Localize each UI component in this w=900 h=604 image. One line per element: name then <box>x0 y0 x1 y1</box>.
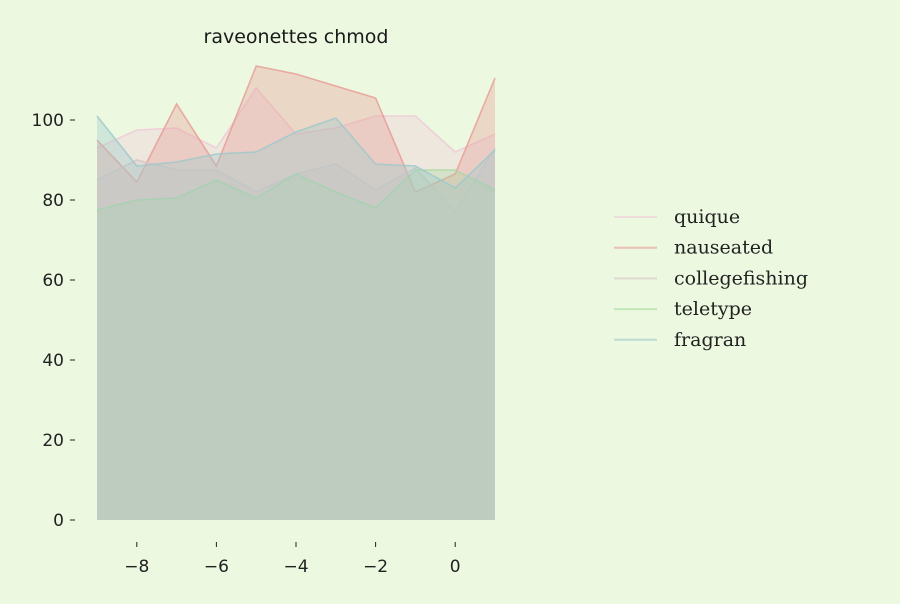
legend-label: collegefishing <box>674 267 808 289</box>
y-tick-label: 80 <box>42 191 64 211</box>
y-tick-label: 20 <box>42 431 64 451</box>
legend: quique nauseated collegefishing teletype fra… <box>614 206 808 351</box>
area-series-group <box>96 65 496 520</box>
legend-label: nauseated <box>674 237 773 259</box>
legend-label: quique <box>674 206 740 228</box>
line-teletype <box>96 169 496 211</box>
axes: 0 20 40 60 80 100 −8 −6 −4 −2 0 <box>32 111 461 577</box>
y-tick-label: 100 <box>32 111 64 131</box>
x-tick-label: −8 <box>124 557 149 577</box>
x-tick-label: −6 <box>204 557 229 577</box>
area-quique <box>97 88 495 520</box>
legend-label: teletype <box>674 298 752 320</box>
y-tick-label: 40 <box>42 351 64 371</box>
x-tick-label: −4 <box>283 557 308 577</box>
line-fragran <box>96 115 496 189</box>
area-fragran <box>97 116 495 520</box>
y-tick-label: 60 <box>42 271 64 291</box>
area-collegefishing <box>97 148 495 520</box>
x-tick-label: −2 <box>363 557 388 577</box>
chart-title: raveonettes chmod <box>204 26 389 48</box>
legend-label: fragran <box>674 329 746 351</box>
area-teletype <box>97 170 495 520</box>
x-tick-label: 0 <box>450 557 461 577</box>
y-tick-label: 0 <box>53 511 64 531</box>
line-nauseated <box>96 65 496 194</box>
